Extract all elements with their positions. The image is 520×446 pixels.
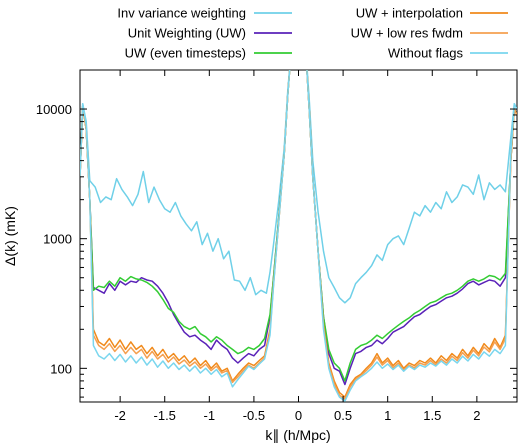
y-tick-label: 10000 [36, 102, 72, 117]
legend-label-4: UW + low res fwdm [351, 26, 463, 41]
series-line-1 [80, 70, 517, 386]
legend-label-3: UW + interpolation [356, 6, 463, 21]
y-axis-label: Δ(k) (mK) [2, 206, 18, 266]
x-axis-label: k∥ (h/Mpc) [265, 427, 330, 443]
plot-area [79, 69, 518, 403]
y-tick-label: 100 [50, 361, 72, 376]
legend-label-1: Unit Weighting (UW) [128, 26, 246, 41]
legend-label-5: Without flags [388, 46, 464, 61]
x-tick-label: -1.5 [154, 408, 176, 423]
x-tick-label: -0.5 [243, 408, 265, 423]
series-line-4 [80, 70, 517, 400]
x-axis: -2 -1.5 -1 -0.5 0 0.5 1 1.5 2 [114, 70, 480, 423]
x-tick-label: 2 [473, 408, 480, 423]
x-tick-label: -2 [114, 408, 126, 423]
x-tick-label: 0 [295, 408, 302, 423]
series-layer [80, 70, 517, 402]
legend: Inv variance weighting Unit Weighting (UW… [117, 6, 508, 61]
legend-label-2: UW (even timesteps) [125, 46, 246, 61]
y-axis: 100 1000 10000 [36, 69, 517, 398]
x-tick-label: -1 [204, 408, 216, 423]
legend-label-0: Inv variance weighting [117, 6, 246, 21]
x-tick-label: 0.5 [334, 408, 352, 423]
y-tick-label: 1000 [43, 232, 72, 247]
series-line-0 [80, 70, 517, 304]
series-line-2 [80, 70, 517, 382]
series-line-5 [80, 70, 517, 402]
x-tick-label: 1.5 [423, 408, 441, 423]
series-line-3 [80, 70, 517, 398]
x-tick-label: 1 [384, 408, 391, 423]
